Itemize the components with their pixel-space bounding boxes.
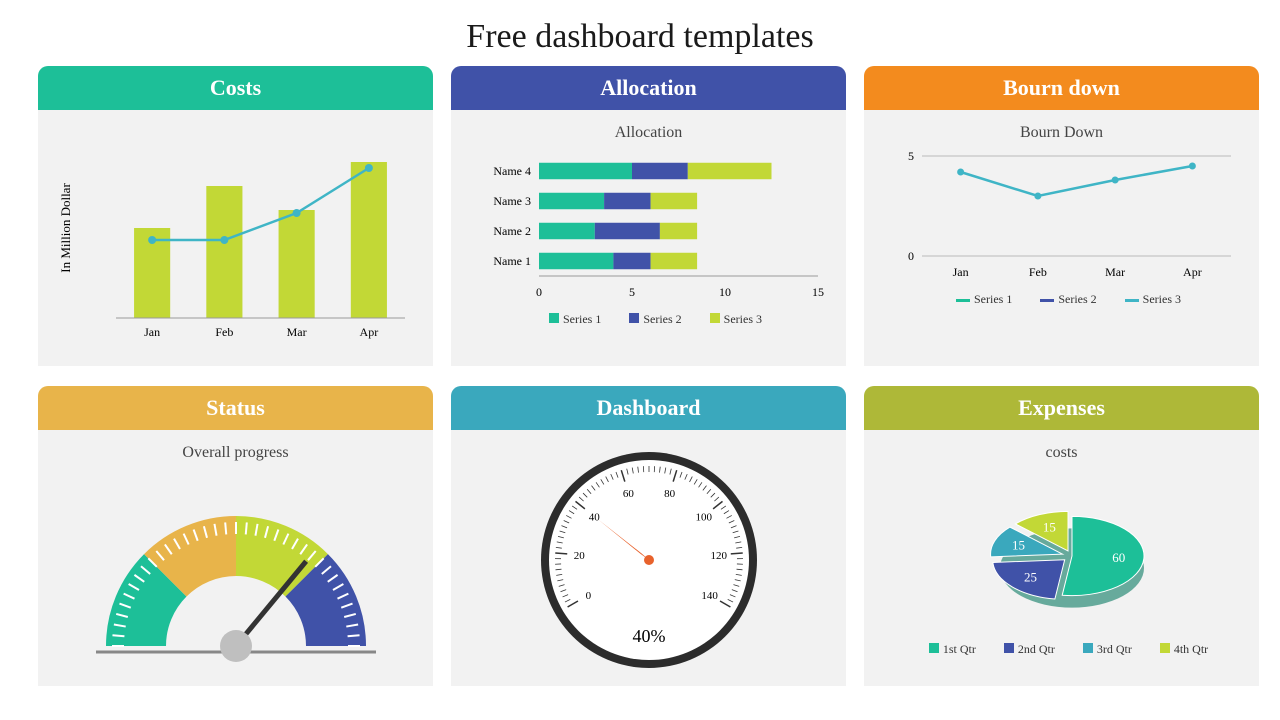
legend-item: 4th Qtr: [1146, 642, 1208, 657]
card-expenses: Expenses costs 60 25 15 15 1st Qtr 2nd Qtr 3r…: [864, 386, 1259, 686]
card-expenses-header: Expenses: [864, 386, 1259, 430]
svg-text:Feb: Feb: [215, 325, 233, 339]
svg-text:120: 120: [711, 550, 728, 562]
legend-item: 2nd Qtr: [990, 642, 1055, 657]
page-title: Free dashboard templates: [0, 0, 1280, 66]
card-dashboard-header: Dashboard: [451, 386, 846, 430]
svg-text:40: 40: [589, 511, 601, 523]
card-allocation-body: Allocation Name 4 Name 3 Name 2 Name 1 0 5 10 1…: [451, 110, 846, 366]
svg-text:20: 20: [574, 550, 586, 562]
svg-text:Apr: Apr: [1183, 265, 1202, 279]
expenses-legend: 1st Qtr 2nd Qtr 3rd Qtr 4th Qtr: [872, 642, 1251, 657]
card-bourn-header: Bourn down: [864, 66, 1259, 110]
svg-text:In Million Dollar: In Million Dollar: [58, 183, 73, 273]
legend-item: 1st Qtr: [915, 642, 976, 657]
legend-item: Series 2: [1026, 292, 1096, 307]
svg-text:Name 2: Name 2: [493, 224, 531, 238]
expenses-subtitle: costs: [872, 444, 1251, 462]
svg-text:Name 3: Name 3: [493, 194, 531, 208]
card-bourn: Bourn down Bourn Down 0 5 Jan Feb Mar Apr Ser…: [864, 66, 1259, 366]
allocation-subtitle: Allocation: [459, 124, 838, 142]
legend-item: 3rd Qtr: [1069, 642, 1132, 657]
card-dashboard-body: 0 20 40 60 80 100 120 140 40%: [451, 430, 846, 686]
card-dashboard: Dashboard 0 20 40 60 80 100 120 140 40%: [451, 386, 846, 686]
card-allocation-header: Allocation: [451, 66, 846, 110]
legend-item: Series 2: [615, 312, 681, 327]
svg-text:100: 100: [695, 511, 712, 523]
svg-text:Name 4: Name 4: [493, 164, 531, 178]
svg-text:15: 15: [812, 285, 824, 299]
svg-text:Name 1: Name 1: [493, 254, 531, 268]
svg-text:25: 25: [1024, 569, 1037, 584]
svg-text:Mar: Mar: [287, 325, 307, 339]
bourn-subtitle: Bourn Down: [872, 124, 1251, 142]
svg-text:0: 0: [908, 249, 914, 263]
legend-item: Series 3: [1111, 292, 1181, 307]
svg-text:Jan: Jan: [144, 325, 160, 339]
dashboard-grid: Costs In Million Dollar Jan Feb Mar Apr Allo…: [0, 66, 1280, 686]
card-bourn-body: Bourn Down 05JanFebMarApr Series 1Series…: [864, 110, 1259, 366]
svg-text:Apr: Apr: [360, 325, 379, 339]
legend-item: Series 3: [696, 312, 762, 327]
svg-text:60: 60: [623, 488, 635, 500]
svg-text:Feb: Feb: [1029, 265, 1047, 279]
card-status-body: Overall progress: [38, 430, 433, 686]
svg-text:40%: 40%: [633, 626, 666, 646]
status-subtitle: Overall progress: [46, 444, 425, 462]
card-status: Status Overall progress: [38, 386, 433, 686]
card-costs: Costs In Million Dollar Jan Feb Mar Apr: [38, 66, 433, 366]
card-costs-header: Costs: [38, 66, 433, 110]
bourn-legend: Series 1 Series 2 Series 3: [872, 292, 1251, 307]
legend-item: Series 1: [535, 312, 601, 327]
svg-text:5: 5: [629, 285, 635, 299]
svg-text:Mar: Mar: [1105, 265, 1125, 279]
card-allocation: Allocation Allocation Name 4 Name 3 Name 2…: [451, 66, 846, 366]
card-expenses-body: costs 60 25 15 15 1st Qtr 2nd Qtr 3rd Qtr 4th …: [864, 430, 1259, 686]
svg-text:0: 0: [586, 590, 592, 602]
card-costs-body: In Million Dollar Jan Feb Mar Apr: [38, 110, 433, 366]
svg-text:10: 10: [719, 285, 731, 299]
allocation-legend: Series 1 Series 2 Series 3: [459, 312, 838, 327]
legend-item: Series 1: [942, 292, 1012, 307]
card-status-header: Status: [38, 386, 433, 430]
svg-text:15: 15: [1012, 538, 1025, 553]
svg-text:140: 140: [701, 590, 718, 602]
svg-text:Jan: Jan: [953, 265, 969, 279]
svg-text:0: 0: [536, 285, 542, 299]
svg-text:80: 80: [664, 488, 676, 500]
svg-text:15: 15: [1043, 519, 1056, 534]
svg-text:5: 5: [908, 149, 914, 163]
svg-text:60: 60: [1112, 550, 1125, 565]
